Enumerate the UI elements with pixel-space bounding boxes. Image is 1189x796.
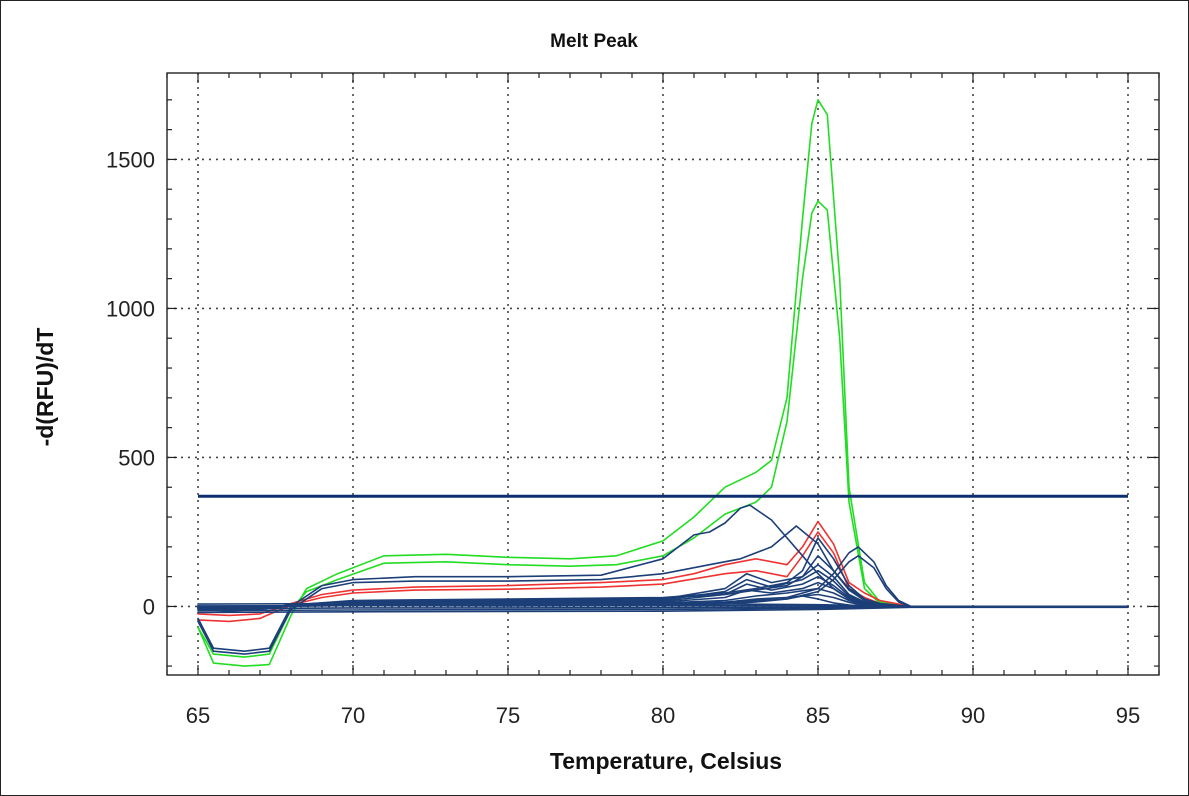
y-axis-label: -d(RFU)/dT [32, 328, 58, 447]
y-tick-label-3: 1500 [106, 147, 155, 172]
series-line-2 [197, 520, 1129, 617]
x-tick-label-5: 90 [961, 703, 985, 728]
y-tick-label-0: 0 [143, 594, 155, 619]
x-tick-label-4: 85 [806, 703, 830, 728]
y-tick-labels: 0 500 1000 1500 [106, 147, 155, 619]
x-tick-label-3: 80 [651, 703, 675, 728]
x-tick-label-1: 70 [341, 703, 365, 728]
axis-ticks [166, 73, 1160, 675]
x-tick-labels: 65 70 75 80 85 90 95 [186, 703, 1140, 728]
series-line-21 [197, 602, 1129, 608]
y-tick-label-1: 500 [118, 445, 155, 470]
series-line-1 [197, 200, 1129, 658]
x-tick-label-6: 95 [1116, 703, 1140, 728]
y-tick-label-2: 1000 [106, 296, 155, 321]
x-tick-label-2: 75 [496, 703, 520, 728]
x-axis-label: Temperature, Celsius [550, 748, 782, 774]
x-tick-label-0: 65 [186, 703, 210, 728]
series-lines [197, 99, 1129, 667]
chart-title: Melt Peak [550, 31, 638, 52]
